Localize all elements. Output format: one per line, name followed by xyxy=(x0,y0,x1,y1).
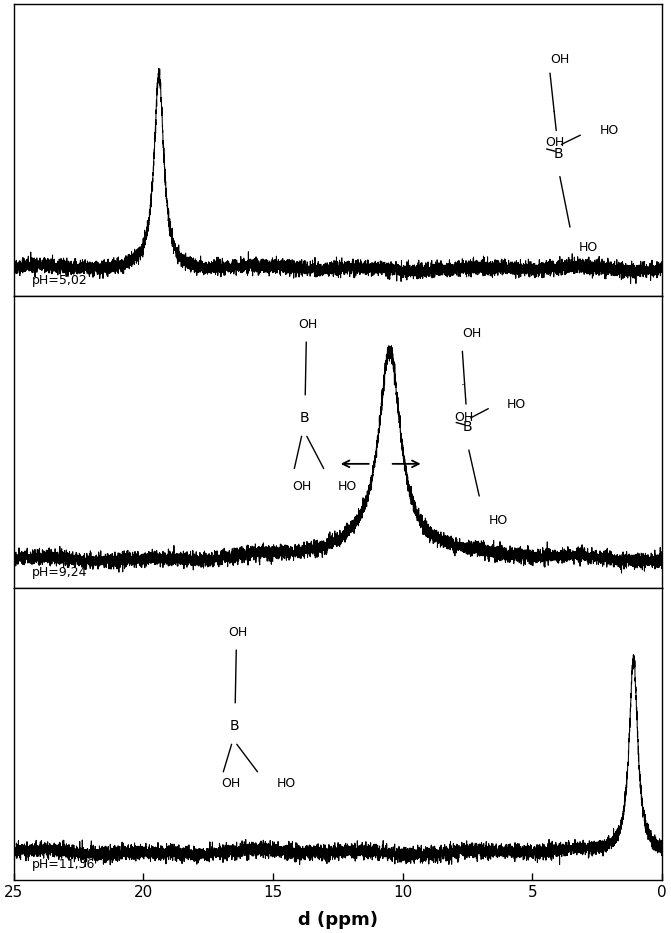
Text: HO: HO xyxy=(600,124,619,137)
Text: HO: HO xyxy=(488,514,507,527)
Text: B: B xyxy=(229,718,239,732)
Text: ·: · xyxy=(461,379,465,392)
Text: OH: OH xyxy=(546,135,564,148)
Text: OH: OH xyxy=(454,411,474,425)
Text: pH=11,36: pH=11,36 xyxy=(32,857,95,870)
Text: pH=9,24: pH=9,24 xyxy=(32,565,87,578)
Text: ·: · xyxy=(552,105,556,118)
Text: B: B xyxy=(299,411,309,425)
Text: HO: HO xyxy=(338,480,357,494)
Text: HO: HO xyxy=(579,241,599,254)
Text: OH: OH xyxy=(221,777,240,790)
Text: pH=5,02: pH=5,02 xyxy=(32,274,88,286)
X-axis label: d (ppm): d (ppm) xyxy=(298,911,378,929)
Text: OH: OH xyxy=(299,317,317,330)
Text: B: B xyxy=(554,146,563,160)
Text: B: B xyxy=(463,420,472,434)
Text: OH: OH xyxy=(550,53,570,66)
Text: OH: OH xyxy=(462,327,482,340)
Text: OH: OH xyxy=(293,480,312,494)
Text: OH: OH xyxy=(228,625,248,638)
Text: HO: HO xyxy=(507,397,525,411)
Text: HO: HO xyxy=(277,777,296,790)
